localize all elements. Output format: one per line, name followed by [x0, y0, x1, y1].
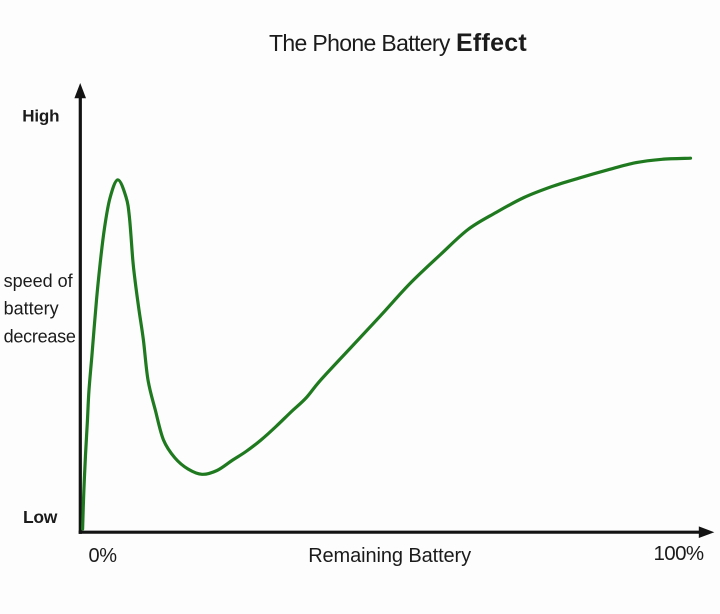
svg-text:Low: Low: [23, 507, 58, 527]
svg-text:battery: battery: [4, 299, 59, 319]
svg-text:High: High: [22, 106, 59, 125]
svg-text:speed of: speed of: [4, 271, 74, 291]
svg-text:Remaining Battery: Remaining Battery: [308, 545, 471, 567]
svg-text:100%: 100%: [654, 542, 704, 565]
svg-text:decrease: decrease: [4, 327, 76, 347]
svg-text:The Phone Battery: The Phone Battery: [269, 30, 451, 56]
svg-text:Effect: Effect: [456, 29, 527, 57]
svg-text:0%: 0%: [89, 545, 118, 567]
